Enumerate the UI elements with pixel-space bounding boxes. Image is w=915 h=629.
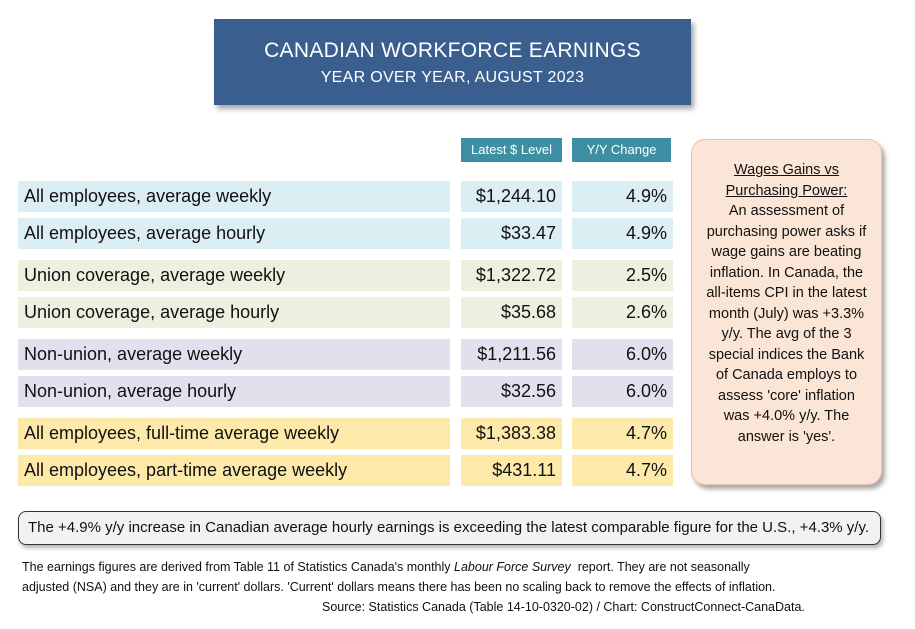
row-level-value: $431.11: [461, 455, 562, 486]
footnote-line1: The earnings figures are derived from Ta…: [22, 560, 750, 574]
sidebar-body: An assessment of purchasing power asks i…: [706, 203, 867, 445]
row-level-value: $32.56: [461, 376, 562, 407]
comparison-note: The +4.9% y/y increase in Canadian avera…: [18, 511, 881, 545]
row-label: All employees, average weekly: [18, 181, 450, 212]
row-label: Union coverage, average weekly: [18, 260, 450, 291]
row-change-value: 6.0%: [572, 376, 673, 407]
row-label: All employees, full-time average weekly: [18, 418, 450, 449]
row-label: Union coverage, average hourly: [18, 297, 450, 328]
title-banner: CANADIAN WORKFORCE EARNINGS YEAR OVER YE…: [214, 19, 691, 105]
footnote-text-a: The earnings figures are derived from Ta…: [22, 560, 455, 574]
sidebar-note: Wages Gains vs Purchasing Power: An asse…: [691, 139, 882, 485]
row-change-value: 4.7%: [572, 455, 673, 486]
row-level-value: $1,244.10: [461, 181, 562, 212]
row-label: Non-union, average weekly: [18, 339, 450, 370]
row-change-value: 2.6%: [572, 297, 673, 328]
footnote-survey-name: Labour Force Survey: [454, 560, 571, 574]
column-header-level: Latest $ Level: [461, 138, 562, 162]
row-change-value: 6.0%: [572, 339, 673, 370]
row-change-value: 4.9%: [572, 218, 673, 249]
row-label: Non-union, average hourly: [18, 376, 450, 407]
row-label: All employees, part-time average weekly: [18, 455, 450, 486]
footnote-text-b: report. They are not seasonally: [570, 560, 750, 574]
footnote-line2: adjusted (NSA) and they are in 'current'…: [22, 580, 776, 594]
chart-title: CANADIAN WORKFORCE EARNINGS: [264, 39, 641, 62]
row-change-value: 4.7%: [572, 418, 673, 449]
row-change-value: 4.9%: [572, 181, 673, 212]
row-level-value: $33.47: [461, 218, 562, 249]
sidebar-title-line2: Purchasing Power:: [725, 182, 848, 199]
row-change-value: 2.5%: [572, 260, 673, 291]
chart-subtitle: YEAR OVER YEAR, AUGUST 2023: [320, 69, 585, 86]
row-label: All employees, average hourly: [18, 218, 450, 249]
row-level-value: $1,322.72: [461, 260, 562, 291]
column-header-change: Y/Y Change: [572, 138, 671, 162]
source-line: Source: Statistics Canada (Table 14-10-0…: [322, 600, 805, 614]
sidebar-title-line1: Wages Gains vs: [733, 162, 840, 178]
row-level-value: $1,383.38: [461, 418, 562, 449]
row-level-value: $1,211.56: [461, 339, 562, 370]
row-level-value: $35.68: [461, 297, 562, 328]
